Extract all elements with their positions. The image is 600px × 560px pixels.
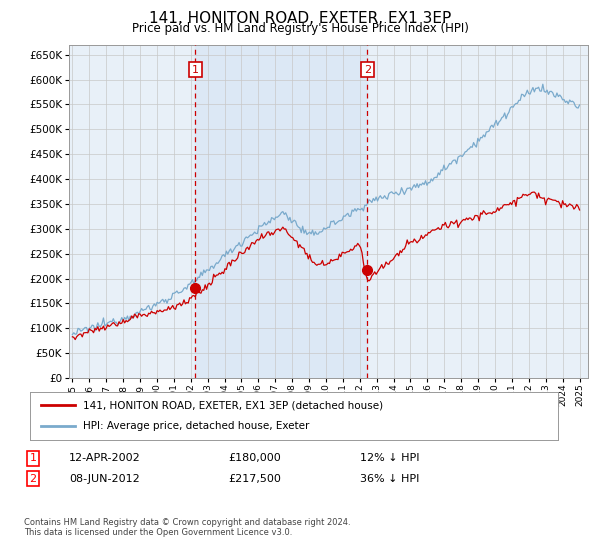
Text: 2: 2 <box>364 64 371 74</box>
Text: HPI: Average price, detached house, Exeter: HPI: Average price, detached house, Exet… <box>83 421 309 431</box>
Text: £180,000: £180,000 <box>228 453 281 463</box>
Text: 36% ↓ HPI: 36% ↓ HPI <box>360 474 419 484</box>
Text: Contains HM Land Registry data © Crown copyright and database right 2024.: Contains HM Land Registry data © Crown c… <box>24 519 350 528</box>
Bar <box>196 45 367 378</box>
Text: 12% ↓ HPI: 12% ↓ HPI <box>360 453 419 463</box>
Text: 08-JUN-2012: 08-JUN-2012 <box>69 474 140 484</box>
Text: 12-APR-2002: 12-APR-2002 <box>69 453 141 463</box>
Text: 2: 2 <box>29 474 37 484</box>
Text: This data is licensed under the Open Government Licence v3.0.: This data is licensed under the Open Gov… <box>24 529 292 538</box>
Text: 1: 1 <box>29 453 37 463</box>
Text: £217,500: £217,500 <box>228 474 281 484</box>
Text: Price paid vs. HM Land Registry's House Price Index (HPI): Price paid vs. HM Land Registry's House … <box>131 22 469 35</box>
Text: 141, HONITON ROAD, EXETER, EX1 3EP: 141, HONITON ROAD, EXETER, EX1 3EP <box>149 11 451 26</box>
Text: 1: 1 <box>192 64 199 74</box>
Text: 141, HONITON ROAD, EXETER, EX1 3EP (detached house): 141, HONITON ROAD, EXETER, EX1 3EP (deta… <box>83 400 383 410</box>
